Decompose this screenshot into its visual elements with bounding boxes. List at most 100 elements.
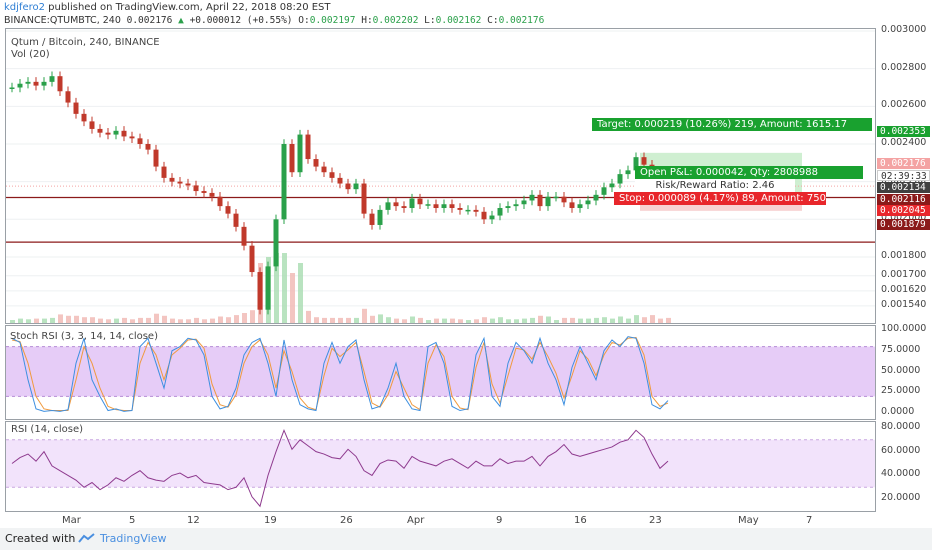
- volume-bar: [154, 313, 159, 323]
- candle-body: [337, 177, 343, 184]
- volume-bar: [378, 314, 383, 323]
- candle-body: [609, 183, 615, 188]
- author-link[interactable]: kdjfero2: [4, 2, 45, 13]
- candle-body: [361, 183, 367, 214]
- volume-bar: [322, 317, 327, 323]
- volume-bar: [210, 318, 215, 323]
- candle-body: [425, 204, 431, 206]
- open-pnl-box[interactable]: Open P&L: 0.000042, Qty: 2808988: [635, 166, 863, 179]
- candle-body: [457, 208, 463, 210]
- stop-box[interactable]: Stop: 0.000089 (4.17%) 89, Amount: 750: [614, 192, 826, 205]
- candle-body: [265, 266, 271, 310]
- price-tick-label: 0.001700: [881, 268, 927, 280]
- candle-body: [577, 204, 583, 209]
- stoch-tick-label: 100.0000: [881, 323, 927, 334]
- time-tick-label: 7: [806, 515, 813, 526]
- volume-bar: [218, 316, 223, 323]
- candle-body: [401, 206, 407, 209]
- time-tick-label: Apr: [407, 515, 425, 526]
- chart-header: kdjfero2 published on TradingView.com, A…: [0, 0, 932, 28]
- stoch-rsi-panel[interactable]: Stoch RSI (3, 3, 14, 14, close): [5, 325, 876, 420]
- candle-body: [65, 91, 71, 103]
- change-value: +0.000012 (+0.55%): [189, 15, 293, 26]
- volume-bar: [458, 319, 463, 323]
- rsi-label: RSI (14, close): [11, 424, 84, 435]
- candle-body: [73, 102, 79, 114]
- candle-body: [417, 198, 423, 205]
- support-price-tag: 0.001879: [877, 219, 930, 230]
- volume-bar: [338, 317, 343, 323]
- candle-body: [33, 81, 39, 86]
- volume-bar: [562, 317, 567, 323]
- price-tick-label: 0.001620: [881, 283, 927, 295]
- volume-bar: [434, 318, 439, 323]
- countdown-tag: 02:39:33: [877, 170, 930, 182]
- candle-body: [105, 132, 111, 135]
- candle-body: [329, 172, 335, 178]
- candle-body: [385, 202, 391, 210]
- volume-bar: [18, 318, 23, 323]
- volume-bar: [114, 318, 119, 323]
- candle-body: [505, 206, 511, 209]
- candle-body: [201, 191, 207, 193]
- time-tick-label: 5: [129, 515, 136, 526]
- candle-body: [193, 185, 199, 192]
- volume-bar: [658, 318, 663, 323]
- volume-bar: [170, 318, 175, 323]
- high-value: 0.002202: [372, 15, 419, 26]
- stoch-axis[interactable]: 100.0000 75.0000 50.0000 25.0000 0.0000: [877, 323, 932, 420]
- volume-bar: [306, 310, 311, 323]
- price-tick-label: 0.002400: [881, 136, 927, 148]
- candle-body: [113, 130, 119, 135]
- volume-bar: [466, 320, 471, 323]
- volume-bar: [450, 318, 455, 323]
- rsi-axis[interactable]: 80.0000 60.0000 40.0000 20.0000: [877, 421, 932, 512]
- candle-body: [41, 81, 47, 86]
- candle-body: [97, 128, 103, 133]
- rsi-panel[interactable]: RSI (14, close): [5, 421, 876, 512]
- candle-body: [177, 181, 183, 184]
- volume-bar: [498, 317, 503, 323]
- volume-bar: [666, 317, 671, 323]
- price-tick-label: 0.002600: [881, 99, 927, 111]
- candle-body: [521, 200, 527, 205]
- price-tick-label: 0.003000: [881, 24, 927, 35]
- volume-bar: [42, 318, 47, 323]
- tradingview-brand-link[interactable]: TradingView: [100, 532, 167, 545]
- time-tick-label: 9: [496, 515, 503, 526]
- candle-body: [249, 245, 255, 273]
- candle-body: [305, 134, 311, 160]
- candle-body: [169, 177, 175, 182]
- volume-bar: [250, 310, 255, 323]
- volume-bar: [546, 316, 551, 323]
- high-label: H:: [361, 15, 373, 26]
- entry-price-tag: 0.002134: [877, 182, 930, 193]
- volume-bar: [178, 319, 183, 323]
- volume-bar: [370, 315, 375, 323]
- volume-bar: [354, 317, 359, 323]
- candle-body: [513, 204, 519, 207]
- volume-bar: [34, 318, 39, 323]
- price-tick-label: 0.002800: [881, 61, 927, 73]
- candle-body: [561, 196, 567, 203]
- volume-bar: [490, 318, 495, 323]
- volume-bar: [106, 319, 111, 323]
- volume-bar: [650, 315, 655, 323]
- target-box[interactable]: Target: 0.000219 (10.26%) 219, Amount: 1…: [592, 118, 872, 131]
- footer: Created with TradingView: [0, 528, 932, 550]
- candle-body: [241, 226, 247, 246]
- volume-bar: [482, 317, 487, 323]
- candle-body: [17, 83, 23, 88]
- low-value: 0.002162: [435, 15, 482, 26]
- candle-body: [89, 121, 95, 129]
- candle-body: [601, 187, 607, 195]
- candle-body: [81, 113, 87, 122]
- candle-body: [497, 208, 503, 216]
- volume-bar: [578, 318, 583, 323]
- candle-body: [617, 174, 623, 184]
- volume-bar: [386, 317, 391, 323]
- candle-body: [121, 130, 127, 137]
- volume-bar: [146, 317, 151, 323]
- candle-body: [225, 206, 231, 214]
- volume-bar: [50, 317, 55, 323]
